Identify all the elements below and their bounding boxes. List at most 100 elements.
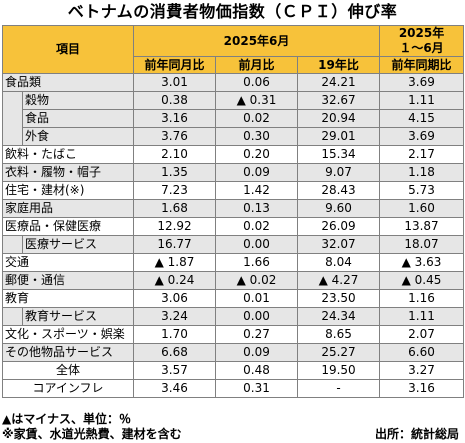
table-row: 食品 3.16 0.02 20.94 4.15 [2, 109, 465, 128]
cell-mom: 0.01 [215, 289, 299, 308]
source-note: 出所：統計総局 [374, 427, 459, 441]
header-yoy: 前年同月比 [133, 56, 217, 74]
header-vs2019: 19年比 [297, 56, 381, 74]
summary-ytd: 3.16 [379, 379, 465, 398]
cell-yoy: 3.01 [133, 73, 217, 92]
table-row: 郵便・通信 ▲ 0.24 ▲ 0.02 ▲ 4.27 ▲ 0.45 [1, 271, 465, 290]
summary-mom: 0.31 [215, 379, 299, 398]
row-sublabel: 穀物 [21, 91, 135, 110]
cell-vs19: 28.43 [297, 181, 381, 200]
table-row: 文化・スポーツ・娯楽 1.70 0.27 8.65 2.07 [1, 325, 465, 344]
row-label: 交通 [1, 253, 135, 272]
cell-ytd: 18.07 [379, 235, 465, 254]
table-row: 医療品・保健医療 12.92 0.02 26.09 13.87 [1, 217, 465, 236]
row-label: 文化・スポーツ・娯楽 [1, 325, 135, 344]
header-item: 項目 [1, 25, 135, 74]
cell-ytd: 3.69 [379, 127, 465, 146]
cell-mom: 0.02 [215, 109, 299, 128]
row-label: 医療品・保健医療 [1, 217, 135, 236]
cell-mom: 1.42 [215, 181, 299, 200]
summary-row: 全体 3.57 0.48 19.50 3.27 [1, 361, 465, 380]
cell-yoy: 1.35 [133, 163, 217, 182]
cell-mom: 0.30 [215, 127, 299, 146]
cell-ytd: 13.87 [379, 217, 465, 236]
row-label: その他物品サービス [1, 343, 135, 362]
summary-yoy: 3.57 [133, 361, 217, 380]
cell-mom: ▲ 0.02 [215, 271, 299, 290]
row-sublabel: 外食 [21, 127, 135, 146]
cell-yoy: ▲ 1.87 [133, 253, 217, 272]
cell-ytd: 3.69 [379, 73, 465, 92]
cell-ytd: 1.18 [379, 163, 465, 182]
cell-yoy: 3.24 [133, 307, 217, 326]
header-period-2025-6: 2025年6月 [133, 25, 381, 57]
cell-ytd: 1.60 [379, 199, 465, 218]
cell-ytd: 1.16 [379, 289, 465, 308]
cell-yoy: 6.68 [133, 343, 217, 362]
cell-mom: 1.66 [215, 253, 299, 272]
cell-vs19: 26.09 [297, 217, 381, 236]
cell-mom: 0.09 [215, 163, 299, 182]
cell-yoy: 3.76 [133, 127, 217, 146]
summary-vs19: 19.50 [297, 361, 381, 380]
table-summary: 全体 3.57 0.48 19.50 3.27 コアインフレ 3.46 0.31-3.16 [1, 361, 465, 398]
summary-label: 全体 [1, 361, 135, 380]
table-row: 交通 ▲ 1.87 1.66 8.04 ▲ 3.63 [1, 253, 465, 272]
note-minus-unit: ▲はマイナス、単位：％ [2, 412, 131, 426]
row-indent [2, 235, 23, 254]
table-row: 住宅・建材(※) 7.23 1.42 28.43 5.73 [1, 181, 465, 200]
cell-ytd: 4.15 [379, 109, 465, 128]
row-label: 飲料・たばこ [1, 145, 135, 164]
cell-ytd: 1.11 [379, 91, 465, 110]
cell-vs19: 8.04 [297, 253, 381, 272]
cell-yoy: 3.06 [133, 289, 217, 308]
table-body: 食品類 3.01 0.06 24.21 3.69 穀物 0.38 ▲ 0.31 32.67 1.1… [1, 73, 465, 362]
cell-yoy: 0.38 [133, 91, 217, 110]
table-title: ベトナムの消費者物価指数（ＣＰＩ）伸び率 [67, 2, 398, 21]
summary-mom: 0.48 [215, 361, 299, 380]
summary-row: コアインフレ 3.46 0.31-3.16 [1, 379, 465, 398]
cell-mom: 0.13 [215, 199, 299, 218]
table-row: 家庭用品 1.68 0.13 9.60 1.60 [1, 199, 465, 218]
row-sublabel: 教育サービス [21, 307, 135, 326]
table-row: 医療サービス 16.77 0.00 32.07 18.07 [2, 235, 465, 254]
cell-yoy: 1.68 [133, 199, 217, 218]
summary-vs19: - [297, 379, 381, 398]
table-row: 教育サービス 3.24 0.00 24.34 1.11 [2, 307, 465, 326]
cell-mom: 0.20 [215, 145, 299, 164]
header-ytd-line1: 2025年 [398, 26, 445, 41]
row-sublabel: 食品 [21, 109, 135, 128]
note-housing: ※家賃、水道光熱費、建材を含む [2, 427, 182, 441]
cell-mom: 0.27 [215, 325, 299, 344]
cell-ytd: 6.60 [379, 343, 465, 362]
cell-ytd: ▲ 3.63 [379, 253, 465, 272]
cell-vs19: 24.34 [297, 307, 381, 326]
header-ytd-line2: １～6月 [399, 41, 444, 55]
cell-mom: 0.06 [215, 73, 299, 92]
table-row: その他物品サービス 6.68 0.09 25.27 6.60 [1, 343, 465, 362]
cell-vs19: 23.50 [297, 289, 381, 308]
cell-yoy: 2.10 [133, 145, 217, 164]
cpi-table: 項目 2025年6月 2025年 １～6月 前年同月比 前月比 19年比 前年同… [1, 25, 465, 398]
row-label: 家庭用品 [1, 199, 135, 218]
row-indent [2, 109, 23, 128]
header-period-ytd: 2025年 １～6月 [379, 25, 465, 57]
cell-vs19: 20.94 [297, 109, 381, 128]
table-row: 外食 3.76 0.30 29.01 3.69 [2, 127, 465, 146]
table-row: 飲料・たばこ 2.10 0.20 15.34 2.17 [1, 145, 465, 164]
cell-vs19: 9.07 [297, 163, 381, 182]
row-label: 食品類 [1, 73, 135, 92]
cell-vs19: 15.34 [297, 145, 381, 164]
summary-yoy: 3.46 [133, 379, 217, 398]
cell-vs19: 24.21 [297, 73, 381, 92]
cell-ytd: 2.17 [379, 145, 465, 164]
cell-yoy: 16.77 [133, 235, 217, 254]
cell-mom: 0.00 [215, 307, 299, 326]
cell-ytd: 5.73 [379, 181, 465, 200]
cell-vs19: ▲ 4.27 [297, 271, 381, 290]
row-sublabel: 医療サービス [21, 235, 135, 254]
row-label: 住宅・建材(※) [1, 181, 135, 200]
cell-ytd: 2.07 [379, 325, 465, 344]
cell-yoy: 1.70 [133, 325, 217, 344]
row-label: 教育 [1, 289, 135, 308]
